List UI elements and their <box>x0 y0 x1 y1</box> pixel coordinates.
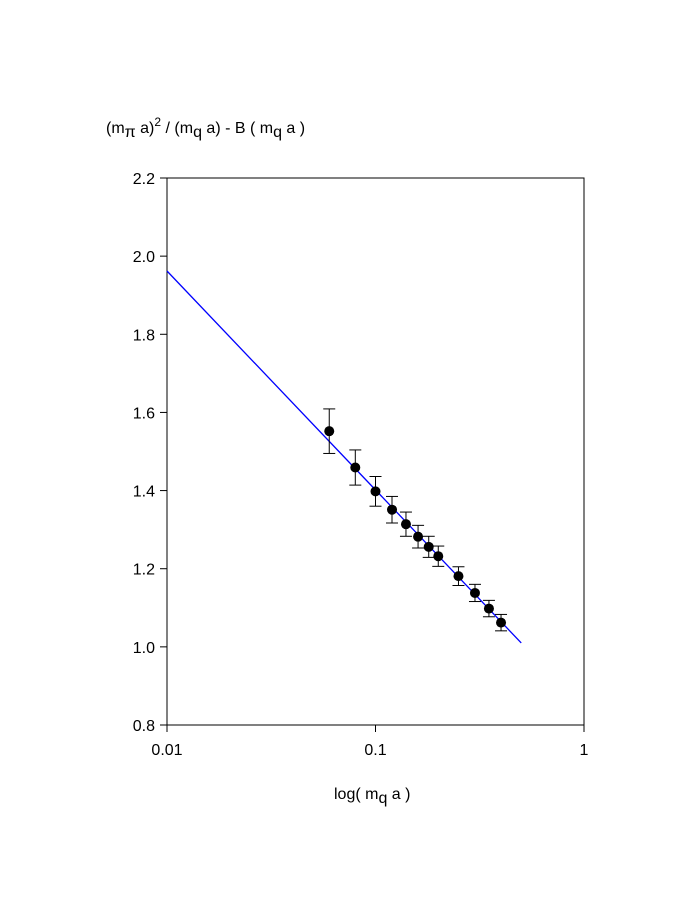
y-tick-label: 1.2 <box>133 562 155 579</box>
x-axis-label: log( mq a ) <box>334 786 411 807</box>
data-point <box>387 504 398 515</box>
y-tick-label: 1.4 <box>133 484 155 501</box>
x-tick-label: 0.1 <box>364 742 386 759</box>
data-point <box>453 571 464 582</box>
x-tick-label: 0.01 <box>151 742 182 759</box>
y-axis-label: (mπ a)2 / (mq a) - B ( mq a ) <box>106 115 306 141</box>
data-point <box>469 587 480 598</box>
data-point <box>423 541 434 552</box>
y-tick-label: 1.0 <box>133 640 155 657</box>
plot-frame <box>166 177 585 726</box>
y-tick-label: 2.0 <box>133 249 155 266</box>
data-point <box>483 603 494 614</box>
data-point <box>324 426 335 437</box>
x-tick-label: 1 <box>580 742 589 759</box>
fit-line <box>166 270 522 644</box>
y-tick-label: 0.8 <box>133 718 155 735</box>
data-point <box>350 462 361 473</box>
data-point <box>413 531 424 542</box>
data-point <box>433 551 444 562</box>
data-point <box>496 617 507 628</box>
y-tick-label: 1.8 <box>133 327 155 344</box>
plot-area: 0.8 1.0 1.2 1.4 1.6 1.8 2.0 2.2 0.01 0.1 1 <box>133 171 589 759</box>
y-tick-label: 2.2 <box>133 171 155 188</box>
data-point <box>400 519 411 530</box>
y-tick-label: 1.6 <box>133 405 155 422</box>
data-point <box>370 486 381 497</box>
